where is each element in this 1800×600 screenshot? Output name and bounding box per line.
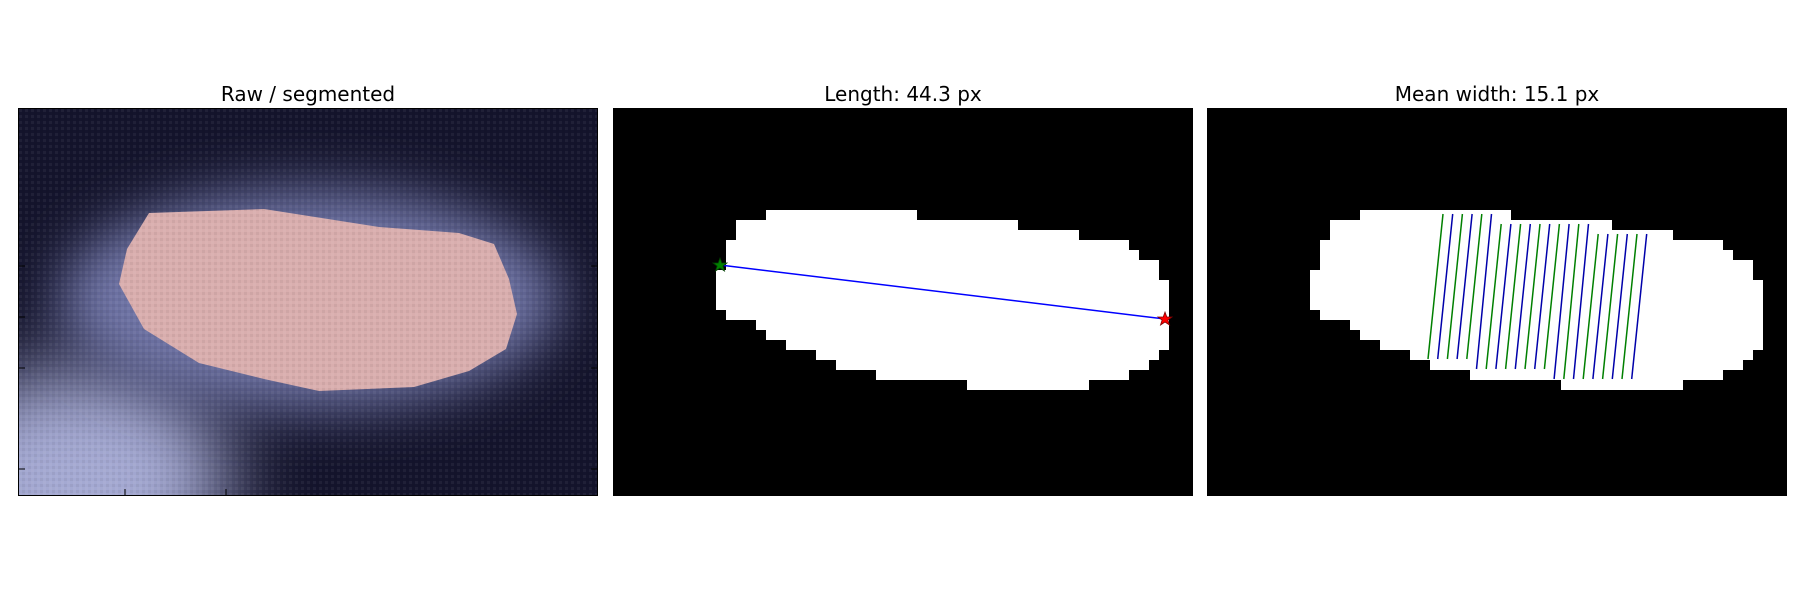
width-line [1601,233,1619,380]
panel-title-width: Mean width: 15.1 px [1394,82,1600,106]
width-line [1427,213,1444,360]
cell-mask [716,210,1169,390]
width-line [1621,233,1638,380]
width-line [1592,233,1609,380]
width-line [1495,223,1512,370]
width-line [1524,223,1541,370]
width-line [1446,213,1464,360]
width-line [1543,223,1561,370]
width-line [1533,223,1551,370]
end-star-icon [1156,310,1174,326]
width-line [1563,223,1580,380]
width-line [1456,213,1473,360]
width-lines [1427,213,1648,380]
width-line [1485,223,1502,370]
cell-mask [1310,210,1763,390]
width-line [1553,223,1570,380]
length-mask-panel [613,108,1193,496]
width-mask-panel [1207,108,1787,496]
width-line [1504,223,1522,370]
width-line [1582,233,1599,380]
width-line [1630,233,1648,380]
width-line [1611,233,1629,380]
start-star-icon [711,256,729,272]
width-line [1572,223,1590,380]
width-line [1436,213,1454,360]
width-line [1466,213,1483,360]
panel-title-length: Length: 44.3 px [824,82,982,106]
width-line [1475,213,1493,370]
width-line [1514,223,1532,370]
raw-segmented-image [18,108,598,496]
length-line [719,264,1166,320]
panel-title-raw: Raw / segmented [220,82,396,106]
